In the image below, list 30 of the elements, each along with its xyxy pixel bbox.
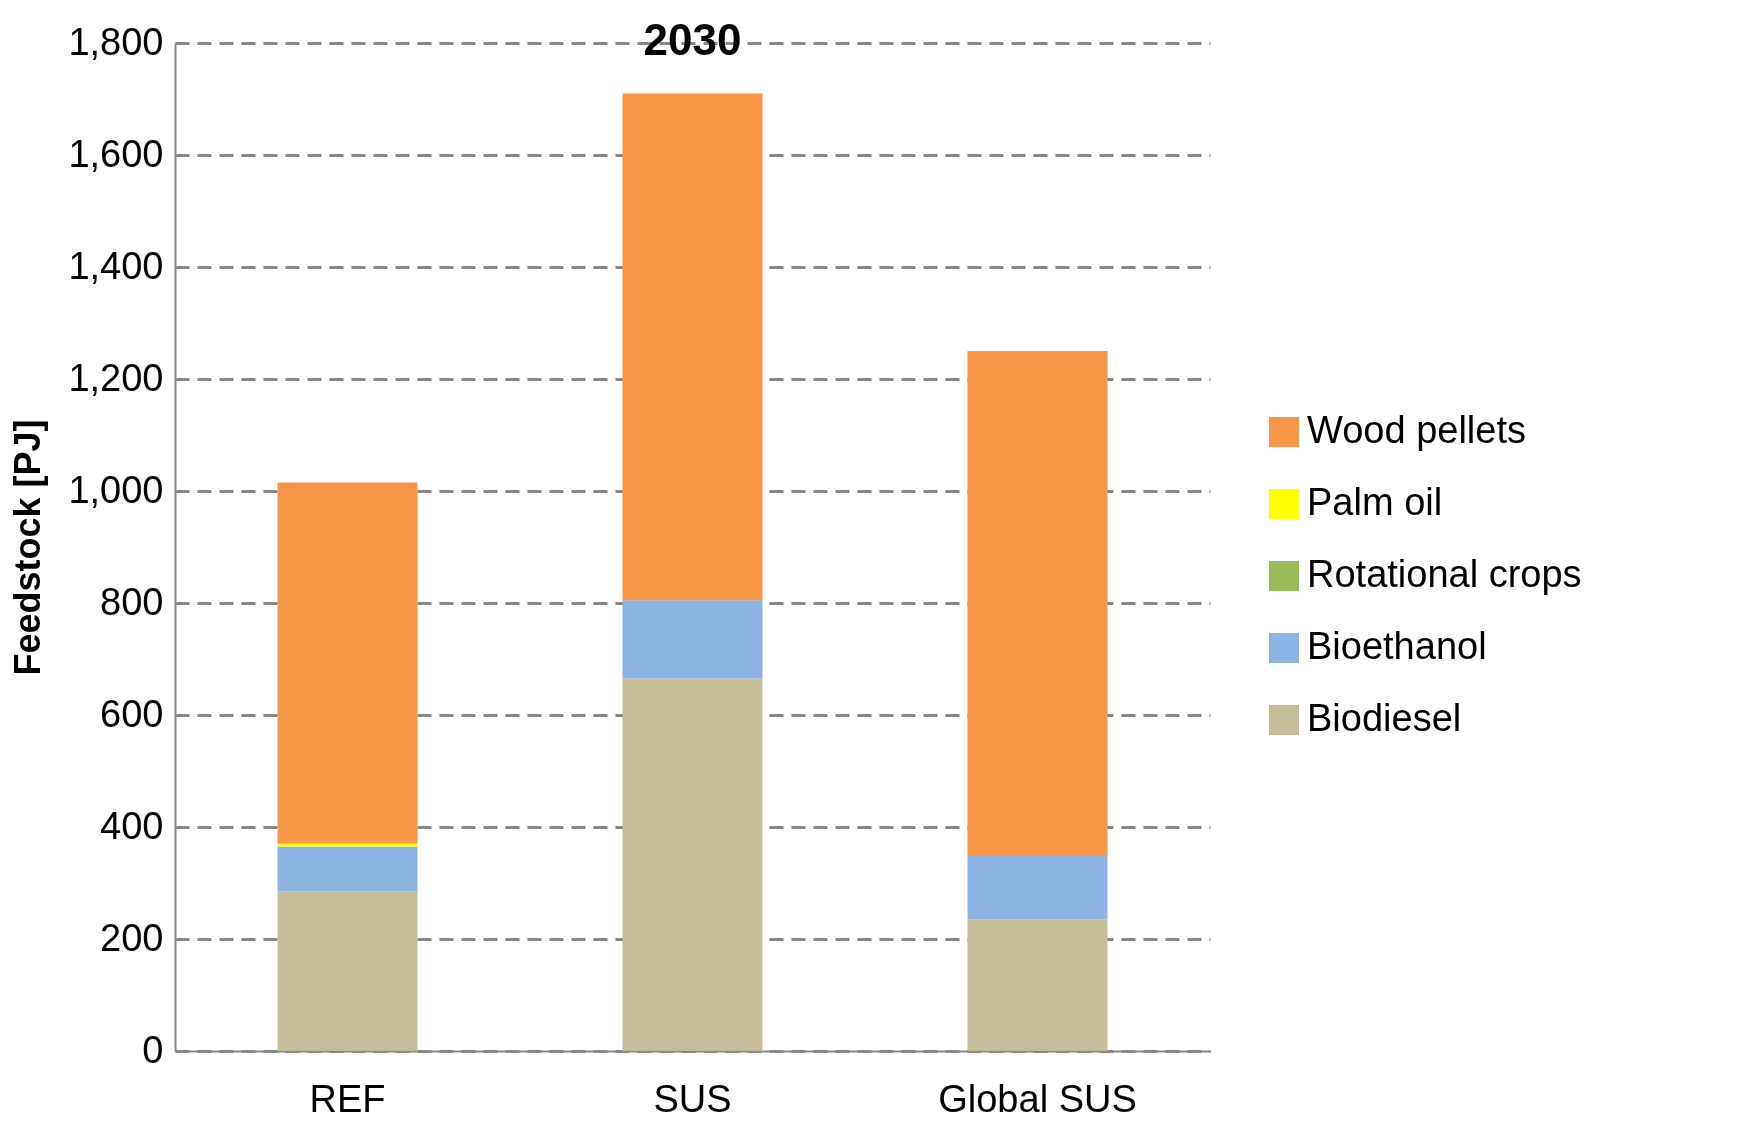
bar: [622, 678, 763, 1051]
chart-title: 2030: [643, 15, 742, 64]
x-tick-label: REF: [309, 1077, 386, 1120]
legend-label: Rotational crops: [1307, 553, 1582, 595]
bar: [622, 93, 763, 601]
bar: [967, 855, 1108, 920]
bar: [622, 600, 763, 679]
y-tick-label: 800: [100, 580, 164, 623]
bar: [967, 919, 1108, 1051]
y-tick-label: 600: [100, 692, 164, 735]
x-tick-label: SUS: [653, 1077, 732, 1120]
legend-label: Palm oil: [1307, 481, 1443, 523]
y-tick-label: 400: [100, 804, 164, 847]
y-tick-label: 1,400: [68, 244, 164, 287]
bar: [277, 891, 418, 1051]
y-tick-label: 0: [142, 1028, 164, 1071]
y-tick-label: 1,600: [68, 132, 164, 175]
legend-label: Wood pellets: [1307, 409, 1526, 451]
bar: [967, 351, 1108, 855]
y-tick-label: 200: [100, 916, 164, 959]
y-tick-label: 1,200: [68, 356, 164, 399]
legend-label: Bioethanol: [1307, 625, 1487, 667]
y-axis-title: Feedstock [PJ]: [7, 419, 49, 676]
y-tick-label: 1,000: [68, 468, 164, 511]
bar: [277, 846, 418, 892]
bar: [277, 843, 418, 847]
legend-label: Biodiesel: [1307, 697, 1462, 739]
x-tick-label: Global SUS: [938, 1077, 1137, 1120]
y-tick-label: 1,800: [68, 20, 164, 63]
bar: [277, 482, 418, 844]
